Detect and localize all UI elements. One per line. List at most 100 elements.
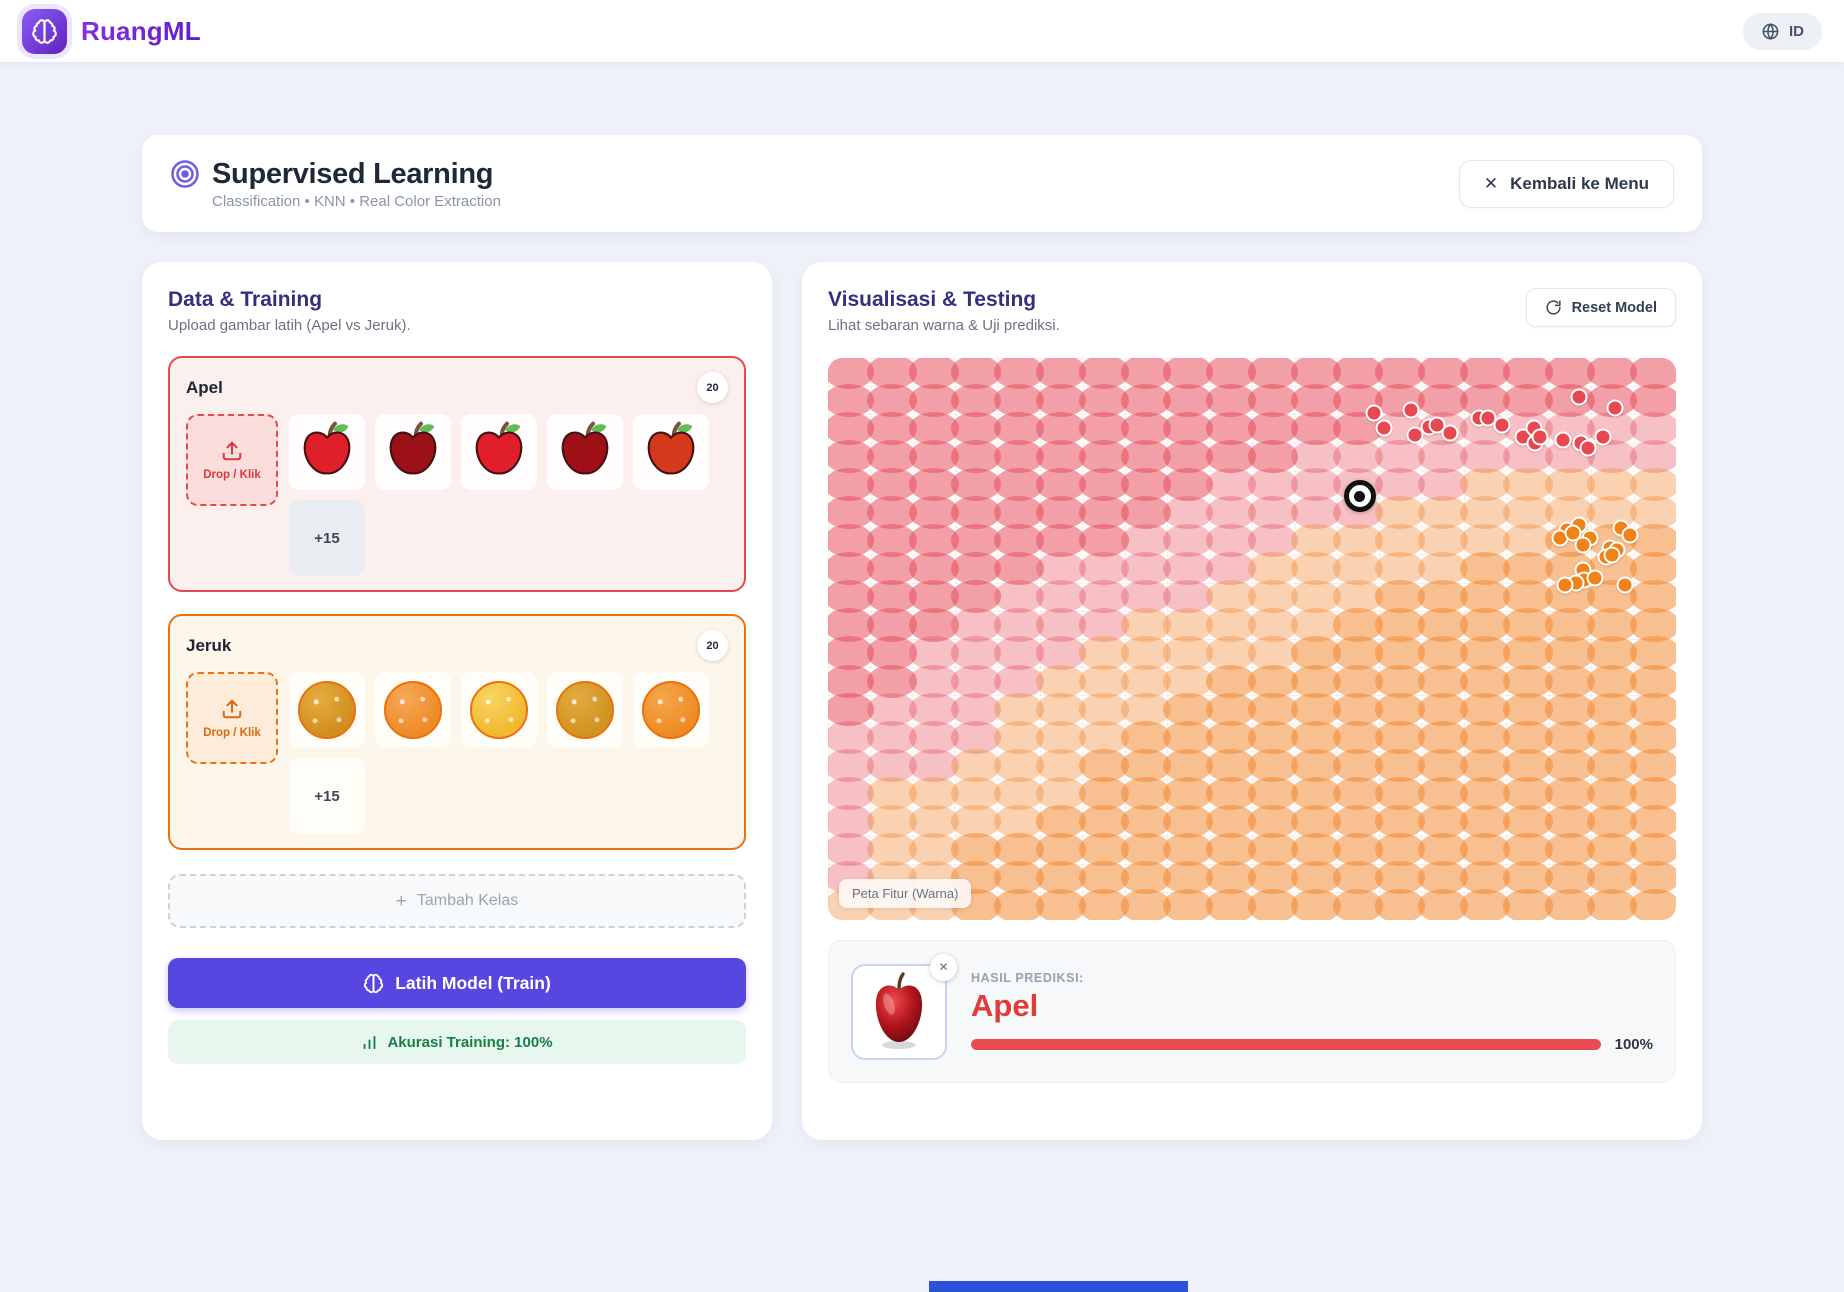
- sample-image-apel: [375, 414, 451, 490]
- visualization-panel: Visualisasi & Testing Lihat sebaran warn…: [802, 262, 1702, 1140]
- prediction-card: ✕ HASIL PREDIKSI: Apel 100%: [828, 940, 1676, 1083]
- orange-fruit-image: [384, 681, 442, 739]
- test-image-thumbnail: [851, 963, 947, 1060]
- train-model-label: Latih Model (Train): [395, 972, 551, 993]
- apel-data-point: [1402, 401, 1420, 419]
- jeruk-data-point: [1603, 546, 1621, 564]
- more-samples-tile-jeruk: +15: [289, 758, 365, 834]
- apel-data-point: [1570, 388, 1588, 406]
- add-class-button[interactable]: + Tambah Kelas: [168, 874, 746, 928]
- sample-image-jeruk: [289, 672, 365, 748]
- back-to-menu-button[interactable]: ✕ Kembali ke Menu: [1458, 159, 1674, 208]
- upload-dropzone-jeruk[interactable]: Drop / Klik: [186, 672, 278, 764]
- back-to-menu-label: Kembali ke Menu: [1510, 173, 1649, 193]
- close-icon: ✕: [1483, 173, 1499, 193]
- apel-data-point: [1554, 431, 1572, 449]
- close-icon: ✕: [938, 960, 949, 974]
- training-accuracy-label: Akurasi Training: 100%: [387, 1033, 553, 1051]
- sample-tiles-apel: +15: [289, 414, 728, 576]
- upload-icon: [221, 440, 243, 462]
- jeruk-data-point: [1574, 536, 1592, 554]
- sample-image-apel: [633, 414, 709, 490]
- sample-image-jeruk: [633, 672, 709, 748]
- sample-image-apel: [461, 414, 537, 490]
- apel-data-point: [1406, 426, 1424, 444]
- upload-icon: [221, 698, 243, 720]
- orange-fruit-image: [298, 681, 356, 739]
- orange-fruit-image: [642, 681, 700, 739]
- training-panel-subtitle: Upload gambar latih (Apel vs Jeruk).: [168, 317, 411, 334]
- jeruk-data-point: [1621, 526, 1639, 544]
- sample-image-jeruk: [375, 672, 451, 748]
- reset-model-button[interactable]: Reset Model: [1525, 288, 1676, 327]
- brain-icon: [363, 973, 384, 994]
- jeruk-data-point: [1616, 576, 1634, 594]
- jeruk-data-point: [1556, 576, 1574, 594]
- jeruk-data-point: [1586, 569, 1604, 587]
- viz-panel-title: Visualisasi & Testing: [828, 288, 1037, 311]
- test-point-dot: [1354, 490, 1366, 502]
- bar-chart-icon: [361, 1034, 378, 1051]
- brand-logo: [22, 8, 67, 54]
- apel-data-point: [1594, 428, 1612, 446]
- brain-icon: [31, 18, 58, 45]
- upload-dropzone-apel[interactable]: Drop / Klik: [186, 414, 278, 506]
- decision-grid: [828, 358, 1676, 920]
- sample-image-jeruk: [547, 672, 623, 748]
- sample-image-apel: [289, 414, 365, 490]
- orange-fruit-image: [556, 681, 614, 739]
- confidence-bar-fill: [971, 1038, 1601, 1050]
- apel-data-point: [1579, 439, 1597, 457]
- class-name-jeruk: Jeruk: [186, 635, 232, 655]
- apel-data-point: [1493, 416, 1511, 434]
- top-nav: RuangML ID: [0, 0, 1844, 62]
- plus-icon: +: [395, 890, 407, 912]
- orange-fruit-image: [470, 681, 528, 739]
- page-title: Supervised Learning: [212, 157, 494, 190]
- training-accuracy-status: Akurasi Training: 100%: [168, 1020, 746, 1064]
- upload-label-jeruk: Drop / Klik: [203, 726, 261, 739]
- more-samples-tile-apel: +15: [289, 500, 365, 576]
- footer-peek-bar: [929, 1281, 1188, 1292]
- viz-panel-subtitle: Lihat sebaran warna & Uji prediksi.: [828, 317, 1060, 334]
- prediction-value: Apel: [971, 987, 1039, 1023]
- jeruk-data-point: [1564, 524, 1582, 542]
- train-model-button[interactable]: Latih Model (Train): [168, 958, 746, 1008]
- apel-data-point: [1375, 419, 1393, 437]
- training-panel-title: Data & Training: [168, 288, 323, 311]
- map-label-chip: Peta Fitur (Warna): [839, 879, 972, 908]
- test-point-marker: [1343, 480, 1376, 513]
- page-subtitle: Classification • KNN • Real Color Extrac…: [212, 192, 501, 210]
- apel-data-point: [1365, 404, 1383, 422]
- remove-test-image-button[interactable]: ✕: [930, 953, 957, 981]
- prediction-label: HASIL PREDIKSI:: [971, 970, 1084, 985]
- brand: RuangML: [22, 8, 201, 54]
- language-toggle[interactable]: ID: [1743, 12, 1822, 50]
- confidence-bar: [971, 1038, 1601, 1050]
- refresh-icon: [1545, 299, 1562, 316]
- apel-data-point: [1441, 424, 1459, 442]
- language-label: ID: [1789, 22, 1804, 40]
- upload-label-apel: Drop / Klik: [203, 468, 261, 481]
- training-panel: Data & Training Upload gambar latih (Ape…: [142, 262, 772, 1140]
- globe-icon: [1761, 22, 1780, 41]
- class-name-apel: Apel: [186, 377, 223, 397]
- add-class-label: Tambah Kelas: [416, 892, 519, 909]
- target-icon: [170, 159, 200, 189]
- class-count-badge-apel: 20: [697, 372, 728, 403]
- apel-data-point: [1606, 399, 1624, 417]
- sample-image-jeruk: [461, 672, 537, 748]
- sample-tiles-jeruk: +15: [289, 672, 728, 834]
- reset-model-label: Reset Model: [1571, 299, 1657, 316]
- apple-photo: [866, 971, 932, 1052]
- page-header-card: Supervised Learning Classification • KNN…: [142, 135, 1702, 232]
- class-count-badge-jeruk: 20: [697, 630, 728, 661]
- confidence-percent: 100%: [1614, 1035, 1653, 1053]
- brand-name: RuangML: [81, 15, 201, 46]
- apel-data-point: [1531, 428, 1549, 446]
- sample-image-apel: [547, 414, 623, 490]
- class-box-apel: Apel 20 Drop / Klik +15: [168, 356, 746, 592]
- class-box-jeruk: Jeruk 20 Drop / Klik +15: [168, 614, 746, 850]
- feature-map[interactable]: Peta Fitur (Warna): [828, 358, 1676, 920]
